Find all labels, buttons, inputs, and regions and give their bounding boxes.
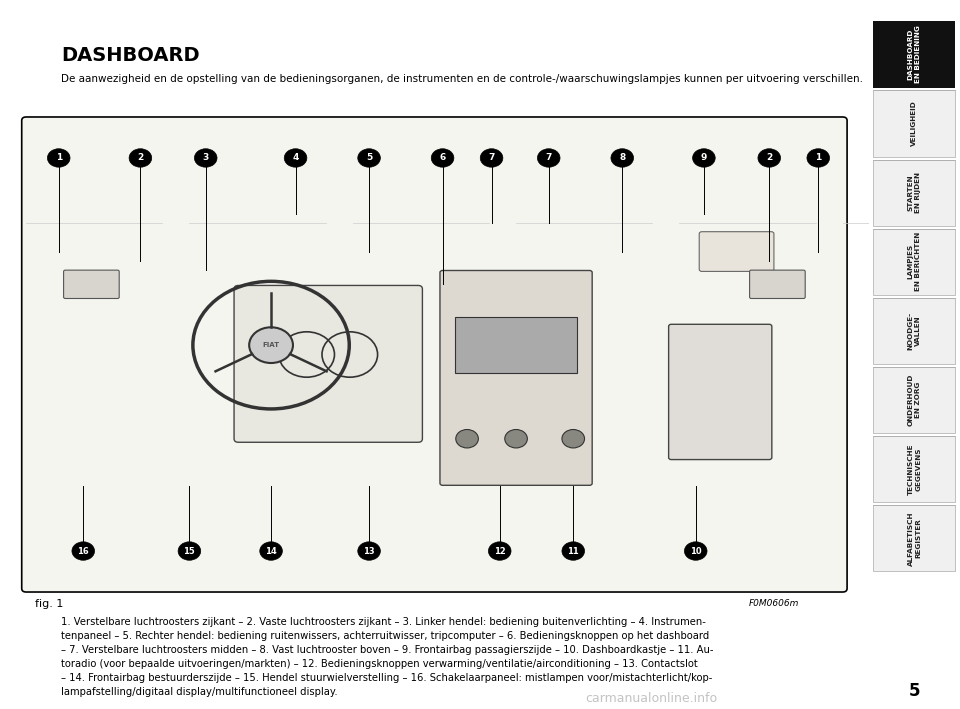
Bar	[874, 21, 955, 88]
Text: 13: 13	[363, 547, 374, 556]
FancyBboxPatch shape	[668, 324, 772, 459]
FancyBboxPatch shape	[750, 270, 805, 298]
Circle shape	[260, 542, 282, 560]
Text: DASHBOARD
EN BEDIENING: DASHBOARD EN BEDIENING	[907, 26, 922, 84]
Text: 5: 5	[366, 153, 372, 162]
Circle shape	[562, 542, 585, 560]
Text: 10: 10	[690, 547, 702, 556]
Text: 9: 9	[701, 153, 708, 162]
Text: 6: 6	[440, 153, 445, 162]
Circle shape	[72, 542, 94, 560]
Text: 16: 16	[78, 547, 89, 556]
Text: VEILIGHEID: VEILIGHEID	[911, 101, 918, 147]
Bar	[874, 91, 955, 157]
Text: 5: 5	[909, 682, 920, 700]
Text: 11: 11	[567, 547, 579, 556]
Text: 4: 4	[293, 153, 299, 162]
Circle shape	[692, 149, 715, 167]
Circle shape	[562, 430, 585, 448]
FancyBboxPatch shape	[234, 286, 422, 442]
Text: TECHNISCHE
GEGEVENS: TECHNISCHE GEGEVENS	[907, 443, 922, 495]
Bar	[455, 317, 577, 373]
FancyBboxPatch shape	[440, 270, 592, 485]
Circle shape	[284, 149, 307, 167]
Circle shape	[456, 430, 478, 448]
Text: ONDERHOUD
EN ZORG: ONDERHOUD EN ZORG	[907, 374, 922, 426]
FancyBboxPatch shape	[22, 117, 847, 592]
Circle shape	[489, 542, 511, 560]
Text: 7: 7	[489, 153, 494, 162]
Circle shape	[129, 149, 152, 167]
Circle shape	[195, 149, 217, 167]
Circle shape	[358, 542, 380, 560]
Circle shape	[250, 328, 293, 363]
Bar	[874, 298, 955, 364]
Bar	[874, 228, 955, 295]
Circle shape	[358, 149, 380, 167]
Circle shape	[758, 149, 780, 167]
Circle shape	[179, 542, 201, 560]
Circle shape	[480, 149, 503, 167]
Text: 1: 1	[56, 153, 61, 162]
Bar	[874, 505, 955, 571]
Text: FIAT: FIAT	[262, 342, 279, 348]
Circle shape	[505, 430, 527, 448]
Text: 12: 12	[493, 547, 506, 556]
Text: LAMPJES
EN BERICHTEN: LAMPJES EN BERICHTEN	[907, 232, 922, 291]
Circle shape	[47, 149, 70, 167]
Text: 15: 15	[183, 547, 195, 556]
Text: 14: 14	[265, 547, 276, 556]
Text: carmanualonline.info: carmanualonline.info	[586, 693, 718, 705]
Circle shape	[611, 149, 634, 167]
Text: 2: 2	[766, 153, 773, 162]
Text: 1: 1	[815, 153, 822, 162]
Text: 8: 8	[619, 153, 625, 162]
Text: ALFABETISCH
REGISTER: ALFABETISCH REGISTER	[907, 511, 922, 566]
FancyBboxPatch shape	[63, 270, 119, 298]
Bar	[874, 160, 955, 226]
Text: De aanwezigheid en de opstelling van de bedieningsorganen, de instrumenten en de: De aanwezigheid en de opstelling van de …	[60, 74, 863, 84]
Text: 2: 2	[137, 153, 144, 162]
Circle shape	[431, 149, 454, 167]
Text: NOODGE-
VALLEN: NOODGE- VALLEN	[907, 312, 922, 350]
Text: 7: 7	[545, 153, 552, 162]
Circle shape	[684, 542, 707, 560]
Circle shape	[807, 149, 829, 167]
Text: DASHBOARD: DASHBOARD	[60, 46, 200, 65]
Text: F0M0606m: F0M0606m	[749, 599, 800, 608]
Bar	[874, 367, 955, 433]
Text: fig. 1: fig. 1	[35, 599, 63, 609]
Text: 1. Verstelbare luchtroosters zijkant – 2. Vaste luchtroosters zijkant – 3. Linke: 1. Verstelbare luchtroosters zijkant – 2…	[60, 617, 713, 697]
Bar	[874, 436, 955, 502]
FancyBboxPatch shape	[699, 232, 774, 272]
Circle shape	[538, 149, 560, 167]
Text: STARTEN
EN RIJDEN: STARTEN EN RIJDEN	[907, 172, 922, 213]
Text: 3: 3	[203, 153, 209, 162]
